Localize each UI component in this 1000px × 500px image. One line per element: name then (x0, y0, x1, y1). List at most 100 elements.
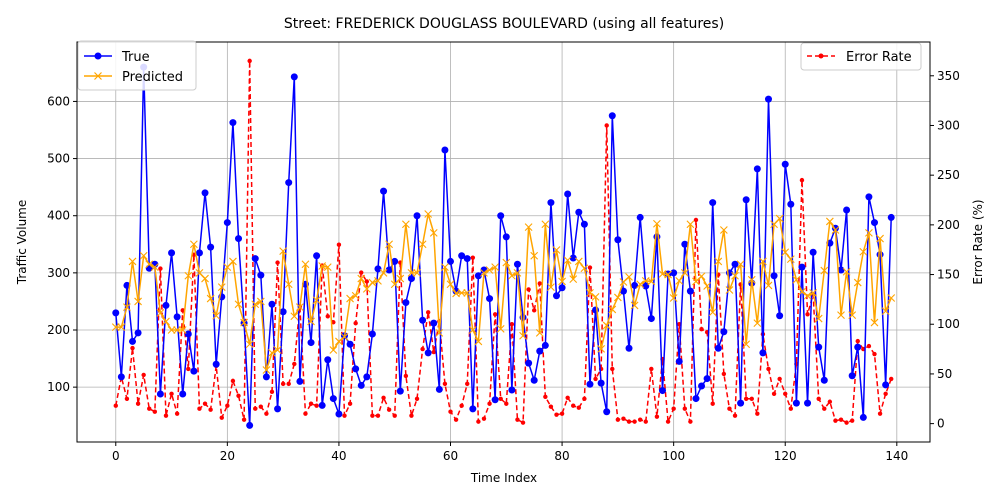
data-point (686, 287, 694, 295)
data-point (340, 332, 349, 341)
data-point (827, 399, 833, 404)
data-point (593, 376, 598, 382)
data-point (680, 268, 689, 277)
data-point (755, 411, 760, 416)
data-point (418, 240, 427, 249)
data-point (134, 329, 142, 337)
data-point (876, 251, 884, 259)
data-point (889, 376, 894, 382)
data-point (251, 300, 260, 309)
data-point (190, 367, 198, 375)
data-point (329, 395, 337, 403)
series-predicted (111, 210, 896, 374)
legend-left-box (77, 40, 197, 91)
data-point (887, 294, 896, 302)
data-point (753, 165, 761, 173)
y-tick-label: 600 (47, 94, 70, 108)
data-point (147, 406, 152, 411)
data-point (268, 300, 276, 308)
data-point (799, 177, 805, 183)
data-point (235, 235, 243, 243)
data-point (150, 263, 159, 272)
data-point (474, 272, 482, 280)
data-point (820, 376, 828, 384)
data-point (649, 366, 654, 372)
data-point (130, 345, 135, 351)
x-tick-label: 0 (112, 449, 120, 463)
data-point (833, 418, 838, 423)
data-point (882, 381, 890, 389)
data-point (402, 299, 410, 307)
data-point (156, 390, 164, 398)
data-point (876, 234, 884, 243)
data-point (682, 406, 688, 411)
data-point (887, 213, 895, 221)
y-tick-label: 400 (47, 209, 70, 223)
data-point (820, 266, 829, 275)
data-point (380, 187, 388, 195)
data-point (368, 330, 376, 338)
data-point (162, 317, 170, 326)
data-point (407, 268, 416, 277)
data-point (710, 401, 715, 406)
data-point (658, 387, 666, 395)
y2-axis-label: Error Rate (%) (971, 199, 985, 284)
data-point (703, 375, 711, 383)
data-point (592, 306, 600, 314)
data-point (776, 312, 784, 320)
data-point (385, 266, 393, 274)
data-point (859, 247, 868, 256)
data-point (610, 366, 615, 372)
data-point (883, 391, 888, 397)
data-point (469, 405, 477, 413)
y2-tick-label: 200 (937, 218, 960, 232)
data-point (117, 323, 126, 332)
data-point (480, 268, 488, 277)
data-point (630, 301, 639, 310)
data-point (202, 401, 208, 406)
data-point (251, 255, 259, 263)
data-point (212, 311, 221, 320)
data-point (201, 274, 209, 283)
y-tick-label: 200 (47, 323, 70, 337)
data-point (854, 343, 862, 351)
data-point (554, 412, 559, 417)
data-point (241, 417, 247, 422)
data-point (391, 257, 399, 265)
legend-predicted-marker (94, 72, 102, 80)
y2-tick-label: 50 (937, 367, 952, 381)
data-point (247, 58, 252, 64)
x-tick-label: 80 (554, 449, 569, 463)
data-point (359, 270, 364, 275)
data-point (453, 417, 459, 422)
data-point (520, 420, 526, 425)
x-tick-label: 120 (774, 449, 797, 463)
chart-title: Street: FREDERICK DOUGLASS BOULEVARD (us… (284, 16, 724, 32)
data-point (430, 319, 438, 327)
data-point (134, 297, 142, 306)
data-point (531, 308, 537, 313)
y2-tick-label: 350 (937, 69, 960, 83)
data-point (420, 346, 425, 352)
data-point (208, 407, 213, 412)
data-point (736, 260, 745, 269)
y2-tick-label: 300 (937, 118, 960, 132)
data-point (413, 268, 421, 277)
data-point (414, 396, 420, 401)
data-point (329, 346, 338, 354)
data-point (709, 199, 717, 207)
data-point (370, 413, 375, 418)
data-point (168, 249, 176, 257)
data-point (725, 286, 734, 294)
data-point (614, 236, 622, 244)
data-point (442, 381, 448, 387)
data-point (597, 379, 605, 387)
data-point (608, 112, 616, 120)
data-point (714, 344, 722, 352)
data-point (552, 246, 561, 254)
data-point (141, 372, 146, 378)
data-point (375, 413, 381, 418)
data-point (721, 371, 727, 377)
data-point (844, 420, 849, 425)
